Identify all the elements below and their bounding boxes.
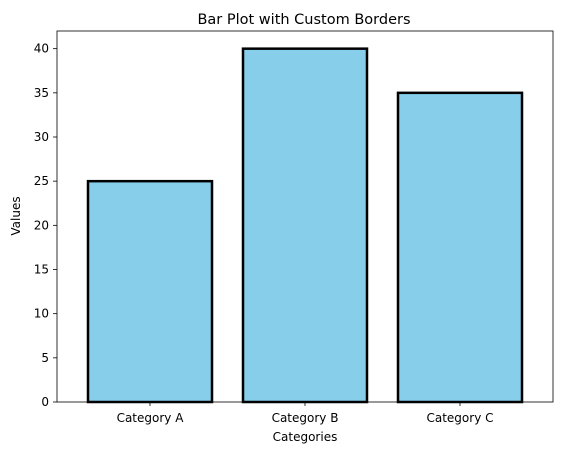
plot-frame (56, 30, 554, 403)
y-axis-title: Values (9, 196, 23, 235)
y-tick-label: 40 (34, 42, 49, 56)
bar-category-b (241, 47, 369, 404)
y-tick-label: 25 (34, 174, 49, 188)
y-tick-label: 5 (41, 351, 49, 365)
y-tick-label: 20 (34, 218, 49, 232)
bar-category-a (86, 179, 214, 404)
x-tick-label: Category A (117, 411, 185, 425)
x-tick-label: Category B (272, 411, 339, 425)
y-axis-ticks: 0 5 10 15 20 25 30 35 40 (34, 42, 57, 409)
chart-title: Bar Plot with Custom Borders (197, 12, 410, 28)
x-axis-title: Categories (273, 430, 338, 444)
x-tick-label: Category C (426, 411, 493, 425)
y-tick-label: 0 (41, 395, 49, 409)
x-axis-ticks: Category A Category B Category C (117, 402, 494, 425)
bars-group (86, 47, 524, 404)
y-tick-label: 35 (34, 86, 49, 100)
y-tick-label: 10 (34, 307, 49, 321)
y-tick-label: 30 (34, 130, 49, 144)
bar-category-c (396, 91, 524, 404)
y-tick-label: 15 (34, 263, 49, 277)
